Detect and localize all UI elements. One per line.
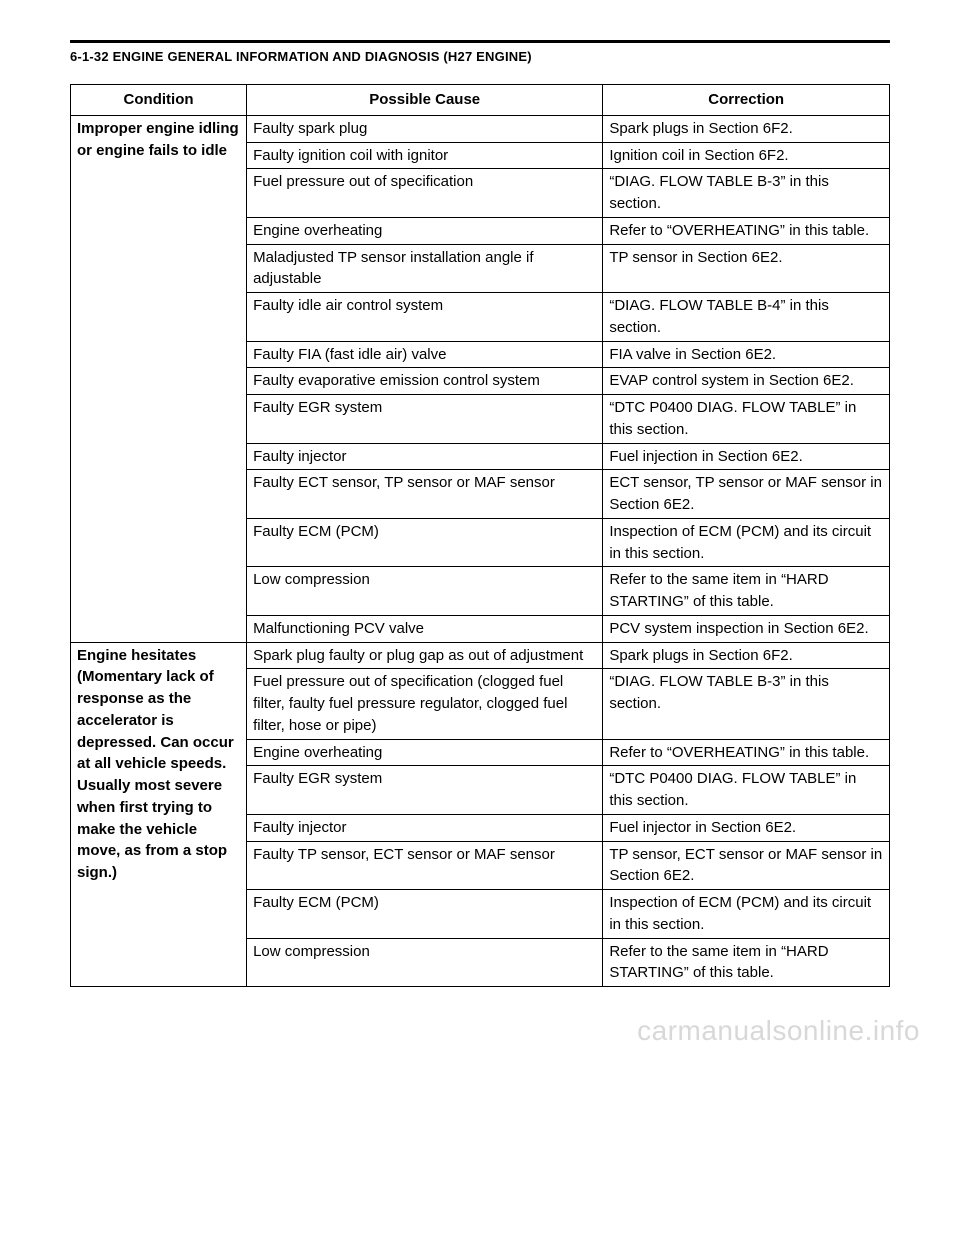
correction-cell: TP sensor, ECT sensor or MAF sensor in S…	[603, 841, 890, 890]
correction-cell: “DIAG. FLOW TABLE B-3” in this section.	[603, 669, 890, 739]
cause-cell: Faulty EGR system	[247, 766, 603, 815]
correction-cell: Fuel injector in Section 6E2.	[603, 814, 890, 841]
diagnosis-table: Condition Possible Cause Correction Impr…	[70, 84, 890, 987]
correction-cell: “DTC P0400 DIAG. FLOW TABLE” in this sec…	[603, 395, 890, 444]
correction-cell: Refer to the same item in “HARD STARTING…	[603, 938, 890, 987]
correction-cell: Refer to the same item in “HARD STARTING…	[603, 567, 890, 616]
cause-cell: Faulty ECM (PCM)	[247, 890, 603, 939]
cause-cell: Engine overheating	[247, 739, 603, 766]
col-header-condition: Condition	[71, 85, 247, 116]
cause-cell: Faulty injector	[247, 443, 603, 470]
watermark-text: carmanualsonline.info	[637, 1015, 920, 1047]
correction-cell: EVAP control system in Section 6E2.	[603, 368, 890, 395]
cause-cell: Maladjusted TP sensor installation angle…	[247, 244, 603, 293]
col-header-correction: Correction	[603, 85, 890, 116]
cause-cell: Faulty ECT sensor, TP sensor or MAF sens…	[247, 470, 603, 519]
col-header-cause: Possible Cause	[247, 85, 603, 116]
correction-cell: Fuel injection in Section 6E2.	[603, 443, 890, 470]
cause-cell: Fuel pressure out of specification	[247, 169, 603, 218]
table-row: Improper engine idling or engine fails t…	[71, 115, 890, 142]
cause-cell: Faulty EGR system	[247, 395, 603, 444]
manual-page: 6-1-32 ENGINE GENERAL INFORMATION AND DI…	[0, 0, 960, 1067]
cause-cell: Faulty evaporative emission control syst…	[247, 368, 603, 395]
cause-cell: Engine overheating	[247, 217, 603, 244]
cause-cell: Malfunctioning PCV valve	[247, 615, 603, 642]
cause-cell: Faulty injector	[247, 814, 603, 841]
condition-cell: Engine hesitates (Momentary lack of resp…	[71, 642, 247, 987]
header-rule	[70, 40, 890, 43]
cause-cell: Faulty ECM (PCM)	[247, 518, 603, 567]
correction-cell: Refer to “OVERHEATING” in this table.	[603, 739, 890, 766]
correction-cell: “DIAG. FLOW TABLE B-3” in this section.	[603, 169, 890, 218]
cause-cell: Low compression	[247, 567, 603, 616]
table-row: Engine hesitates (Momentary lack of resp…	[71, 642, 890, 669]
cause-cell: Faulty ignition coil with ignitor	[247, 142, 603, 169]
table-header-row: Condition Possible Cause Correction	[71, 85, 890, 116]
correction-cell: Spark plugs in Section 6F2.	[603, 115, 890, 142]
correction-cell: TP sensor in Section 6E2.	[603, 244, 890, 293]
correction-cell: FIA valve in Section 6E2.	[603, 341, 890, 368]
correction-cell: “DIAG. FLOW TABLE B-4” in this section.	[603, 293, 890, 342]
cause-cell: Faulty FIA (fast idle air) valve	[247, 341, 603, 368]
cause-cell: Faulty TP sensor, ECT sensor or MAF sens…	[247, 841, 603, 890]
correction-cell: Inspection of ECM (PCM) and its circuit …	[603, 890, 890, 939]
correction-cell: Spark plugs in Section 6F2.	[603, 642, 890, 669]
cause-cell: Spark plug faulty or plug gap as out of …	[247, 642, 603, 669]
correction-cell: Refer to “OVERHEATING” in this table.	[603, 217, 890, 244]
condition-cell: Improper engine idling or engine fails t…	[71, 115, 247, 642]
correction-cell: PCV system inspection in Section 6E2.	[603, 615, 890, 642]
correction-cell: Ignition coil in Section 6F2.	[603, 142, 890, 169]
correction-cell: Inspection of ECM (PCM) and its circuit …	[603, 518, 890, 567]
cause-cell: Faulty spark plug	[247, 115, 603, 142]
cause-cell: Fuel pressure out of specification (clog…	[247, 669, 603, 739]
cause-cell: Low compression	[247, 938, 603, 987]
page-header: 6-1-32 ENGINE GENERAL INFORMATION AND DI…	[70, 49, 890, 64]
cause-cell: Faulty idle air control system	[247, 293, 603, 342]
correction-cell: ECT sensor, TP sensor or MAF sensor in S…	[603, 470, 890, 519]
correction-cell: “DTC P0400 DIAG. FLOW TABLE” in this sec…	[603, 766, 890, 815]
